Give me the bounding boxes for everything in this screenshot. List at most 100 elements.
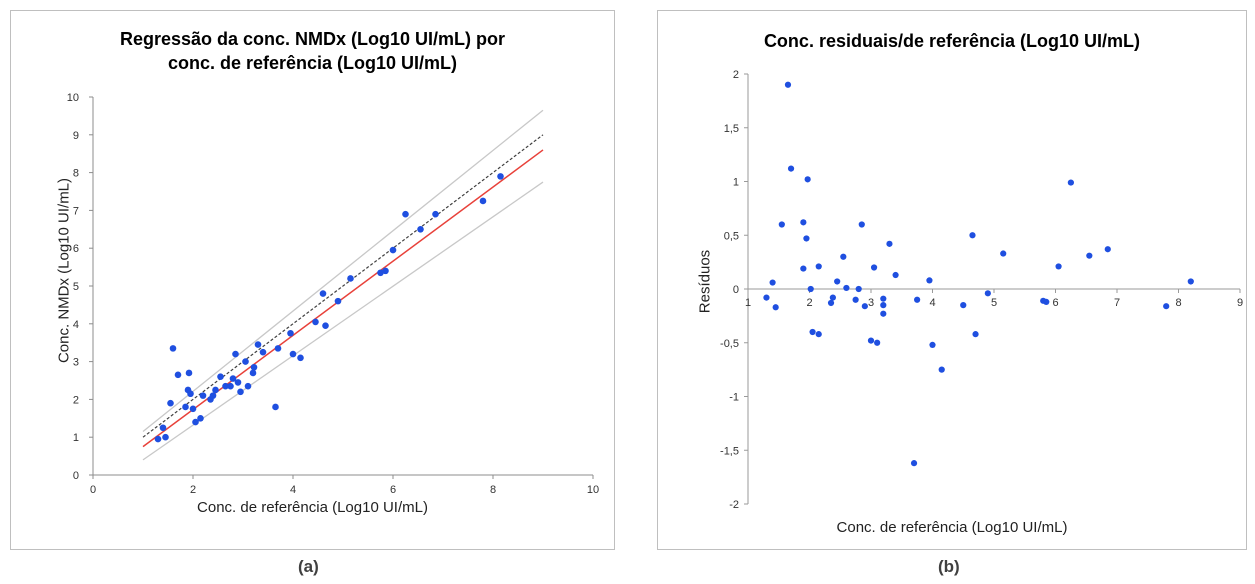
y-tick-label: 5 bbox=[73, 281, 79, 293]
y-tick-label: 10 bbox=[67, 92, 79, 104]
data-point bbox=[880, 302, 887, 309]
data-point bbox=[249, 369, 257, 377]
data-point bbox=[197, 415, 204, 422]
lower-confidence-line bbox=[142, 181, 544, 461]
data-point bbox=[212, 386, 219, 394]
regression-chart-title-line-2: conc. de referência (Log10 UI/mL) bbox=[167, 53, 458, 73]
data-point bbox=[167, 399, 174, 407]
regression-line bbox=[142, 149, 544, 448]
data-point bbox=[827, 299, 835, 307]
data-point bbox=[272, 403, 279, 411]
data-point bbox=[929, 341, 936, 348]
data-point bbox=[154, 435, 162, 443]
y-tick-label: -0,5 bbox=[720, 338, 739, 350]
data-point bbox=[886, 240, 893, 247]
x-tick-label: 8 bbox=[1175, 297, 1181, 309]
data-point bbox=[242, 358, 249, 365]
data-point bbox=[763, 294, 770, 301]
data-point bbox=[209, 392, 217, 399]
data-point bbox=[377, 269, 384, 277]
data-point bbox=[809, 328, 816, 336]
data-point bbox=[199, 392, 207, 399]
data-point bbox=[229, 375, 237, 382]
data-point bbox=[843, 284, 850, 292]
x-tick-label: 5 bbox=[991, 297, 997, 309]
y-tick-label: 0 bbox=[73, 470, 79, 482]
y-tick-label: 6 bbox=[73, 243, 79, 255]
data-point bbox=[867, 337, 875, 344]
data-point bbox=[1086, 252, 1093, 259]
data-point bbox=[174, 371, 182, 379]
data-point bbox=[250, 363, 258, 371]
y-tick-label: 9 bbox=[73, 130, 79, 142]
data-point bbox=[1055, 263, 1062, 270]
data-point bbox=[479, 197, 487, 205]
x-tick-label: 8 bbox=[490, 484, 496, 496]
x-tick-label: 4 bbox=[929, 297, 935, 309]
x-tick-label: 2 bbox=[190, 484, 196, 496]
data-point bbox=[1043, 298, 1050, 305]
x-tick-label: 0 bbox=[90, 484, 96, 496]
y-tick-label: -1 bbox=[729, 392, 739, 404]
data-point bbox=[217, 373, 224, 381]
data-point bbox=[880, 295, 887, 302]
caption-b: (b) bbox=[938, 557, 960, 576]
data-point bbox=[319, 290, 327, 297]
data-point bbox=[232, 350, 239, 358]
x-tick-label: 1 bbox=[745, 297, 751, 309]
data-point bbox=[222, 382, 229, 390]
data-point bbox=[382, 267, 389, 275]
data-point bbox=[1163, 303, 1170, 310]
data-point bbox=[297, 354, 304, 362]
y-tick-label: 0,5 bbox=[724, 230, 739, 242]
data-point bbox=[969, 232, 976, 239]
data-point bbox=[914, 296, 921, 303]
y-tick-label: 2 bbox=[73, 394, 79, 406]
data-point bbox=[787, 165, 795, 172]
data-point bbox=[910, 460, 918, 467]
data-point bbox=[187, 390, 194, 398]
y-tick-label: 0 bbox=[733, 284, 739, 296]
x-tick-label: 6 bbox=[390, 484, 396, 496]
regression-chart-title: Regressão da conc. NMDx (Log10 UI/mL) po… bbox=[11, 27, 614, 75]
x-tick-label: 9 bbox=[1237, 297, 1243, 309]
residuals-chart-panel: Conc. residuais/de referência (Log10 UI/… bbox=[657, 10, 1247, 550]
data-point bbox=[259, 348, 267, 356]
data-point bbox=[960, 302, 967, 309]
data-point bbox=[347, 275, 354, 282]
data-point bbox=[227, 382, 234, 390]
x-tick-label: 6 bbox=[1052, 297, 1058, 309]
data-point bbox=[815, 331, 822, 338]
data-point bbox=[244, 382, 252, 390]
data-point bbox=[169, 345, 177, 352]
regression-chart-title-line-1: Regressão da conc. NMDx (Log10 UI/mL) po… bbox=[119, 29, 506, 49]
regression-chart-panel: Regressão da conc. NMDx (Log10 UI/mL) po… bbox=[10, 10, 615, 550]
x-tick-label: 7 bbox=[1114, 297, 1120, 309]
upper-confidence-line bbox=[142, 109, 544, 433]
data-point bbox=[861, 303, 868, 310]
residuals-chart-x-axis-label: Conc. de referência (Log10 UI/mL) bbox=[836, 519, 1068, 536]
data-point bbox=[984, 290, 991, 297]
data-point bbox=[334, 297, 342, 305]
data-point bbox=[162, 433, 169, 441]
data-point bbox=[182, 403, 189, 411]
residuals-chart-title: Conc. residuais/de referência (Log10 UI/… bbox=[763, 31, 1141, 51]
data-point bbox=[289, 350, 297, 358]
data-point bbox=[800, 219, 807, 226]
data-point bbox=[880, 310, 887, 317]
data-point bbox=[497, 173, 504, 180]
data-point bbox=[852, 296, 859, 303]
data-point bbox=[322, 322, 329, 329]
data-point bbox=[800, 265, 807, 272]
data-point bbox=[402, 210, 409, 218]
data-point bbox=[234, 379, 242, 386]
y-tick-label: 1 bbox=[733, 177, 739, 189]
y-tick-label: 8 bbox=[73, 168, 79, 180]
data-point bbox=[237, 388, 244, 396]
caption-a: (a) bbox=[298, 557, 319, 576]
x-tick-label: 3 bbox=[868, 297, 874, 309]
y-tick-label: 3 bbox=[73, 357, 79, 369]
y-tick-label: 7 bbox=[73, 205, 79, 217]
x-tick-label: 2 bbox=[806, 297, 812, 309]
data-point bbox=[778, 221, 785, 228]
